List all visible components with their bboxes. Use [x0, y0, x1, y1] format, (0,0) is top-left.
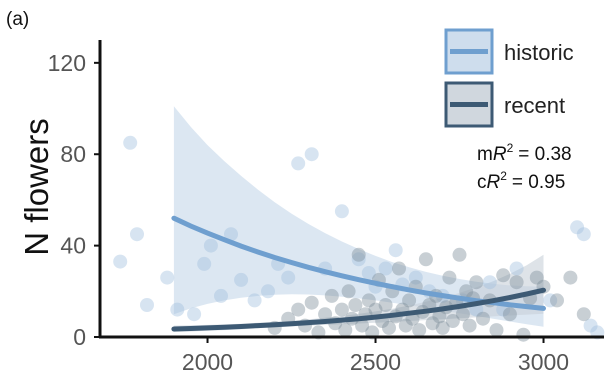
- point-historic: [214, 288, 228, 303]
- point-historic: [482, 275, 497, 290]
- point-recent: [442, 270, 457, 285]
- point-historic: [351, 252, 366, 267]
- ci-band-recent: [173, 254, 544, 332]
- legend: historic recent: [444, 28, 574, 128]
- point-recent: [502, 307, 517, 322]
- point-recent: [304, 295, 319, 310]
- point-historic: [187, 307, 202, 322]
- point-recent: [382, 320, 396, 335]
- point-recent: [455, 307, 470, 322]
- point-historic: [261, 284, 275, 299]
- point-historic: [140, 298, 154, 312]
- point-recent: [355, 318, 370, 333]
- point-recent: [563, 270, 578, 285]
- point-recent: [445, 314, 460, 328]
- point-recent: [338, 323, 353, 338]
- point-recent: [378, 298, 393, 312]
- y-tick-label: 120: [48, 50, 86, 76]
- point-recent: [425, 316, 440, 331]
- x-tick-label: 2000: [182, 349, 233, 375]
- point-historic: [570, 220, 585, 235]
- point-recent: [459, 284, 474, 299]
- point-recent: [432, 309, 447, 324]
- point-recent: [489, 323, 504, 338]
- y-tick-label: 40: [60, 233, 86, 259]
- point-historic: [361, 266, 376, 280]
- point-recent: [351, 247, 366, 262]
- x-tick-label: 2500: [350, 349, 401, 375]
- point-recent: [412, 323, 427, 338]
- confidence-bands: [173, 106, 544, 332]
- point-historic: [543, 293, 558, 308]
- point-recent: [348, 298, 363, 312]
- point-historic: [123, 135, 138, 150]
- point-recent: [516, 327, 531, 342]
- y-axis-label: N flowers: [18, 118, 55, 256]
- point-recent: [452, 247, 467, 262]
- point-recent: [435, 320, 450, 335]
- point-historic: [160, 270, 175, 285]
- stat-cR2: cR2 = 0.95: [477, 169, 565, 193]
- point-recent: [476, 311, 490, 326]
- point-recent: [324, 288, 339, 303]
- point-recent: [291, 302, 306, 317]
- point-recent: [469, 275, 484, 290]
- point-historic: [378, 261, 393, 276]
- point-historic: [170, 302, 185, 317]
- point-recent: [361, 293, 376, 308]
- legend-label-historic: historic: [504, 40, 574, 65]
- stat-mR2: mR2 = 0.38: [477, 141, 572, 165]
- point-recent: [418, 252, 433, 267]
- point-historic: [197, 256, 212, 271]
- panel-label: (a): [6, 9, 29, 30]
- x-tick-label: 3000: [518, 349, 569, 375]
- point-recent: [341, 284, 356, 299]
- point-historic: [334, 204, 349, 219]
- point-historic: [281, 270, 296, 285]
- point-historic: [130, 227, 144, 242]
- point-historic: [576, 227, 591, 242]
- model-stats: mR2 = 0.38 cR2 = 0.95: [477, 141, 572, 193]
- point-historic: [583, 318, 598, 333]
- point-recent: [334, 302, 349, 317]
- point-historic: [304, 147, 319, 162]
- point-recent: [398, 318, 413, 333]
- legend-label-recent: recent: [504, 93, 565, 118]
- point-historic: [291, 156, 306, 171]
- point-recent: [462, 318, 477, 333]
- point-historic: [388, 243, 403, 258]
- point-recent: [392, 261, 406, 276]
- fit-lines: [171, 215, 546, 332]
- point-historic: [113, 254, 128, 269]
- fit-line-recent: [171, 287, 546, 332]
- point-recent: [529, 270, 544, 285]
- axes: 0 40 80 120 2000 2500 3000: [48, 40, 604, 375]
- point-recent: [576, 307, 591, 322]
- point-historic: [224, 227, 238, 242]
- point-historic: [203, 238, 218, 253]
- point-recent: [368, 302, 383, 317]
- point-recent: [550, 293, 564, 308]
- point-recent: [402, 293, 417, 308]
- point-historic: [408, 270, 423, 285]
- point-historic: [509, 261, 524, 276]
- point-recent: [318, 307, 333, 322]
- y-tick-label: 80: [60, 141, 86, 167]
- y-tick-label: 0: [73, 324, 86, 350]
- point-recent: [496, 268, 511, 283]
- point-historic: [234, 272, 249, 287]
- point-recent: [509, 275, 524, 290]
- ci-band-historic: [173, 106, 544, 327]
- point-historic: [247, 293, 262, 308]
